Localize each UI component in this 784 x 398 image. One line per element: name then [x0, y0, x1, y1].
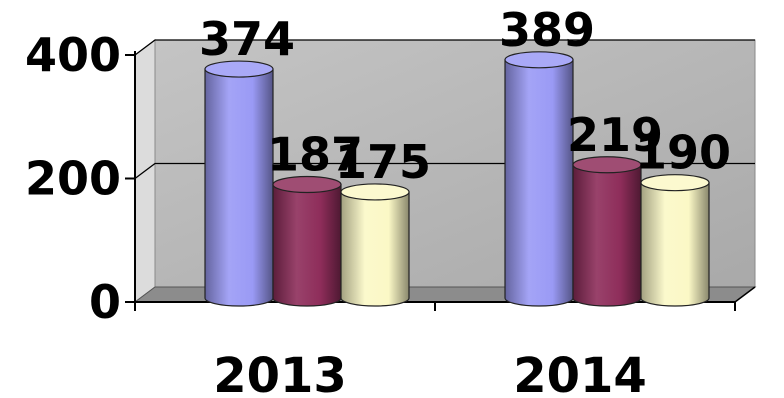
y-axis-ticks: 0 200 400 — [25, 28, 121, 329]
x-tick-label: 2013 — [213, 348, 347, 398]
bar-2013-0 — [204, 60, 274, 307]
bar-2014-0 — [504, 51, 574, 307]
y-tick-label: 200 — [25, 152, 121, 206]
bar-2014-2 — [640, 174, 710, 307]
x-axis-ticks: 2013 2014 — [213, 348, 647, 398]
bar-2014-1 — [572, 156, 642, 307]
x-tick-label: 2014 — [513, 348, 647, 398]
data-label: 187 — [267, 128, 363, 182]
data-label: 190 — [635, 126, 731, 180]
data-label: 389 — [499, 3, 595, 57]
gridline — [134, 39, 755, 56]
bar-2013-2 — [340, 183, 410, 307]
data-label: 175 — [335, 135, 431, 189]
bars — [204, 51, 710, 307]
floor-edge — [734, 286, 756, 303]
y-tick-label: 400 — [25, 28, 121, 82]
data-label: 374 — [199, 12, 295, 66]
y-tick-label: 0 — [89, 275, 121, 329]
data-label: 219 — [567, 108, 663, 162]
bar-2013-1 — [272, 175, 342, 307]
